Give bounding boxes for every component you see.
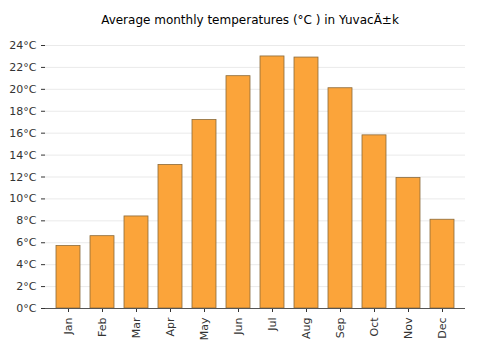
svg-text:Oct: Oct [368,317,381,337]
svg-text:6°C: 6°C [16,236,36,249]
svg-text:18°C: 18°C [9,105,36,118]
svg-text:Mar: Mar [130,317,143,338]
svg-text:12°C: 12°C [9,171,36,184]
svg-text:Jan: Jan [62,317,75,335]
svg-text:Aug: Aug [300,318,313,339]
svg-text:8°C: 8°C [16,214,36,227]
svg-text:Nov: Nov [402,317,415,339]
svg-text:0°C: 0°C [16,302,36,315]
svg-text:16°C: 16°C [9,127,36,140]
svg-text:Feb: Feb [96,317,109,336]
svg-text:May: May [198,317,211,340]
svg-text:Dec: Dec [436,318,449,339]
svg-text:4°C: 4°C [16,258,36,271]
svg-text:10°C: 10°C [9,192,36,205]
svg-text:20°C: 20°C [9,83,36,96]
html-text:Average monthly temperatures (: Average monthly temperatures (°C ) in Yu… [101,13,399,27]
svg-text:Jul: Jul [266,318,279,332]
svg-text:24°C: 24°C [9,39,36,52]
svg-text:14°C: 14°C [9,149,36,162]
svg-text:22°C: 22°C [9,61,36,74]
svg-text:Apr: Apr [164,317,177,337]
svg-text:2°C: 2°C [16,280,36,293]
svg-text:Jun: Jun [232,317,245,335]
svg-text:Sep: Sep [334,317,347,338]
